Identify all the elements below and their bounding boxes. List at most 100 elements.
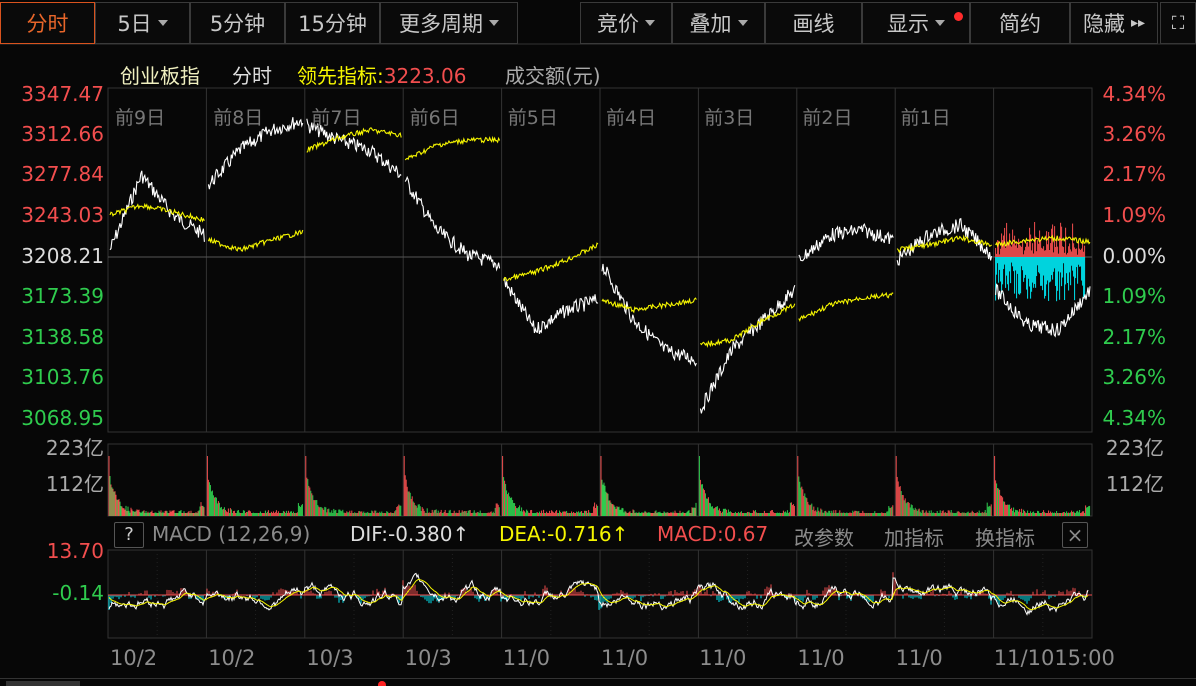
price-tick: 3208.21 [21, 244, 104, 268]
average-line [896, 234, 992, 254]
date-label: 10/3 [404, 646, 452, 670]
price-line [995, 283, 1091, 338]
pct-tick: 2.17% [1102, 325, 1166, 349]
date-label: 10/3 [306, 646, 354, 670]
price-tick: 3173.39 [21, 284, 104, 308]
average-line [109, 202, 205, 223]
dea-line [108, 578, 1089, 611]
price-tick: 3138.58 [21, 325, 104, 349]
average-line [798, 291, 894, 323]
average-line [699, 303, 796, 348]
price-line [503, 276, 599, 334]
toolbar.left-3-button[interactable]: 15分钟 [285, 2, 380, 44]
lead-label: 领先指标: [297, 64, 384, 88]
button-label: 叠加 [689, 12, 732, 36]
day-label: 前1日 [900, 107, 951, 129]
button-label: 画线 [792, 12, 835, 36]
price-line [207, 117, 304, 190]
toolbar.right-4-button[interactable]: 简约 [970, 2, 1070, 44]
volume-tick: 223亿 [45, 436, 104, 460]
dropdown-arrow-icon [935, 20, 945, 26]
volume-tick: 112亿 [45, 472, 104, 496]
switch-indicator-button[interactable]: 换指标 [975, 526, 1035, 550]
dropdown-arrow-icon [645, 20, 655, 26]
button-label: 5分钟 [209, 12, 266, 36]
toolbar.right-1-button[interactable]: 叠加 [672, 2, 765, 44]
date-label: 11/0 [797, 646, 845, 670]
price-line [896, 217, 993, 266]
toolbar.right-0-button[interactable]: 竞价 [580, 2, 672, 44]
price-tick: 3068.95 [21, 406, 104, 430]
day-label: 前9日 [115, 107, 166, 129]
macd-value: MACD:0.67 [657, 522, 769, 546]
help-button[interactable]: ? [114, 522, 144, 548]
pct-tick: 4.34% [1102, 82, 1166, 106]
price-line [306, 118, 402, 178]
dropdown-arrow-icon [489, 20, 499, 26]
button-label: 更多周期 [399, 12, 483, 36]
volume-tick: 223亿 [1105, 436, 1164, 460]
period-label: 分时 [232, 64, 272, 88]
date-label: 11/0 [895, 646, 943, 670]
toolbar.right-5-button[interactable]: 隐藏 ▸▸ [1070, 2, 1158, 44]
position-marker [378, 681, 386, 686]
average-line [306, 127, 402, 153]
lead-value: 3223.06 [383, 64, 467, 88]
fullscreen-icon[interactable]: ⛶ [1160, 2, 1196, 44]
macd-tick: 13.70 [46, 539, 104, 563]
scrollbar-track[interactable] [0, 678, 1196, 679]
average-line [601, 297, 697, 314]
button-label: 简约 [999, 12, 1041, 36]
price-tick: 3277.84 [21, 162, 104, 186]
day-label: 前8日 [213, 107, 264, 129]
scrollbar-thumb[interactable] [6, 681, 80, 686]
pct-tick: 2.17% [1102, 162, 1166, 186]
volume-label: 成交额(元) [505, 64, 601, 88]
price-line [404, 175, 501, 272]
average-line [404, 135, 501, 161]
add-indicator-button[interactable]: 加指标 [884, 526, 944, 550]
toolbar.left-0-button[interactable]: 分时 [0, 2, 95, 44]
button-label: 15分钟 [298, 12, 367, 36]
price-line [699, 285, 796, 414]
toolbar.left-1-button[interactable]: 5日 [95, 2, 190, 44]
toolbar.right-2-button[interactable]: 画线 [765, 2, 862, 44]
pct-tick: 0.00% [1102, 244, 1166, 268]
day-label: 前7日 [311, 107, 362, 129]
pct-tick: 1.09% [1102, 284, 1166, 308]
day-label: 前4日 [606, 107, 657, 129]
double-chevron-right-icon: ▸▸ [1130, 15, 1146, 31]
date-label: 11/0 [502, 646, 550, 670]
change-params-button[interactable]: 改参数 [794, 526, 854, 550]
lead-indicator: 领先指标:3223.06 [297, 60, 466, 89]
date-label: 10/2 [110, 646, 158, 670]
index-name: 创业板指 [120, 64, 200, 88]
close-indicator-button[interactable]: × [1062, 522, 1088, 548]
date-label: 11/1015:00 [993, 646, 1115, 670]
dropdown-arrow-icon [737, 20, 748, 26]
day-label: 前5日 [507, 107, 558, 129]
price-tick: 3103.76 [21, 365, 104, 389]
toolbar.left-4-button[interactable]: 更多周期 [380, 2, 518, 44]
dif-value: DIF:-0.380↑ [350, 522, 470, 546]
date-label: 11/0 [601, 646, 649, 670]
button-label: 分时 [26, 12, 69, 36]
average-line [503, 242, 599, 282]
price-tick: 3312.66 [21, 122, 104, 146]
day-label: 前6日 [409, 107, 460, 129]
pct-tick: 3.26% [1102, 365, 1166, 389]
toolbar.right-3-button[interactable]: 显示 [862, 2, 970, 44]
button-label: 隐藏 [1082, 12, 1125, 36]
dea-value: DEA:-0.716↑ [499, 522, 629, 546]
average-line [995, 234, 1091, 248]
macd-tick: -0.14 [52, 581, 104, 605]
date-label: 10/2 [208, 646, 256, 670]
day-label: 前3日 [704, 107, 755, 129]
date-label: 11/0 [699, 646, 747, 670]
price-line [798, 223, 894, 262]
toolbar.left-2-button[interactable]: 5分钟 [190, 2, 285, 44]
pct-tick: 4.34% [1102, 406, 1166, 430]
dif-line [108, 572, 1089, 616]
button-label: 5日 [117, 12, 152, 36]
